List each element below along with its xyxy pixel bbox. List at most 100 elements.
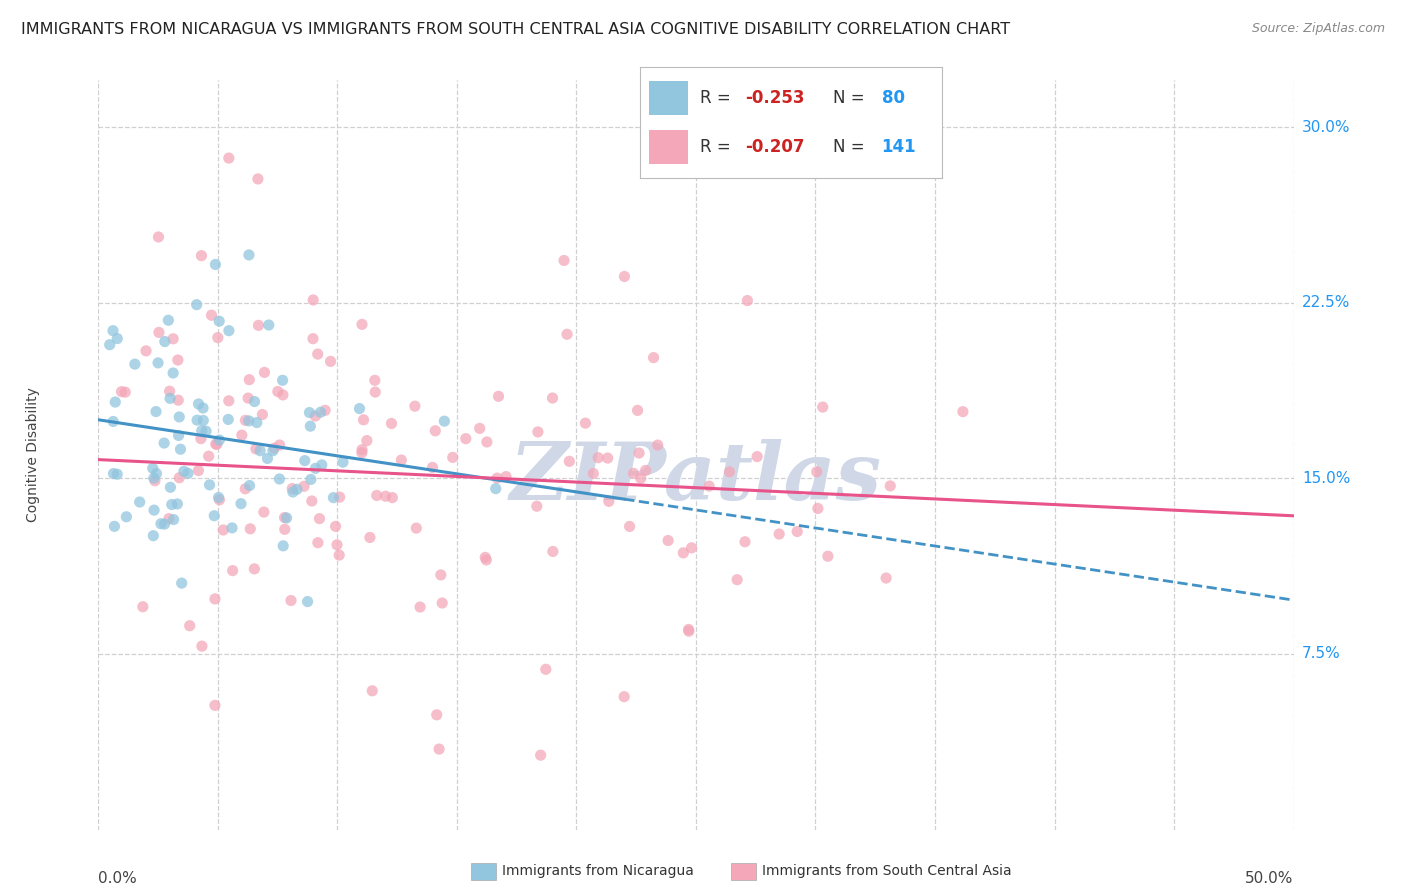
Point: [103, 519, 125, 533]
Point: [262, 443, 284, 458]
Point: [281, 482, 304, 496]
Point: [103, 415, 125, 429]
Point: [238, 373, 260, 387]
Point: [672, 546, 695, 560]
Point: [613, 269, 636, 284]
Point: [280, 593, 302, 607]
Point: [157, 313, 180, 327]
Point: [541, 391, 564, 405]
Point: [159, 392, 181, 406]
Text: N =: N =: [834, 89, 870, 107]
Point: [105, 467, 128, 482]
Point: [191, 424, 214, 438]
Point: [245, 442, 267, 456]
Text: 15.0%: 15.0%: [1302, 471, 1350, 486]
Point: [160, 498, 183, 512]
Point: [186, 298, 208, 312]
Point: [302, 293, 325, 307]
Point: [208, 314, 231, 328]
Point: [361, 683, 384, 698]
Point: [110, 384, 132, 399]
Point: [247, 318, 270, 333]
Text: 141: 141: [882, 138, 917, 156]
Point: [142, 461, 165, 475]
Point: [204, 591, 226, 606]
Point: [325, 519, 347, 533]
Point: [807, 501, 830, 516]
Point: [273, 510, 295, 524]
Point: [271, 388, 294, 402]
Point: [628, 446, 651, 460]
Point: [169, 442, 191, 457]
Point: [208, 433, 231, 447]
Text: 80: 80: [882, 89, 904, 107]
Point: [737, 293, 759, 308]
Point: [246, 172, 269, 186]
Point: [207, 331, 229, 345]
Point: [195, 424, 218, 438]
Point: [256, 451, 278, 466]
Text: 0.0%: 0.0%: [98, 871, 138, 886]
Point: [207, 491, 229, 505]
Point: [352, 442, 374, 457]
Point: [166, 497, 188, 511]
Point: [309, 405, 332, 419]
Point: [475, 434, 498, 449]
Point: [235, 413, 257, 427]
Point: [432, 596, 454, 610]
Point: [193, 413, 215, 427]
Text: R =: R =: [700, 89, 737, 107]
Point: [718, 465, 741, 479]
Point: [167, 353, 190, 368]
Point: [322, 491, 344, 505]
Point: [197, 449, 219, 463]
Point: [187, 397, 209, 411]
Point: [98, 337, 121, 351]
Point: [143, 474, 166, 488]
Point: [307, 535, 329, 549]
Point: [806, 465, 828, 479]
Point: [299, 419, 322, 434]
Point: [553, 253, 575, 268]
Point: [212, 523, 235, 537]
Point: [105, 332, 128, 346]
Point: [364, 373, 387, 387]
Point: [298, 406, 321, 420]
Point: [257, 318, 280, 332]
Point: [153, 334, 176, 349]
Point: [190, 249, 212, 263]
Point: [389, 453, 412, 467]
Text: N =: N =: [834, 138, 870, 156]
Point: [349, 401, 371, 416]
Point: [221, 564, 243, 578]
Point: [329, 490, 352, 504]
Point: [294, 453, 316, 467]
Point: [468, 421, 491, 435]
Text: -0.253: -0.253: [745, 89, 806, 107]
Point: [678, 623, 700, 637]
Text: 50.0%: 50.0%: [1246, 871, 1294, 886]
Point: [734, 534, 756, 549]
Point: [380, 417, 402, 431]
Point: [238, 248, 260, 262]
Point: [657, 533, 679, 548]
Point: [319, 354, 342, 368]
Point: [488, 389, 510, 403]
Point: [681, 541, 703, 555]
Point: [405, 521, 427, 535]
Point: [485, 482, 508, 496]
Point: [187, 464, 209, 478]
Point: [586, 450, 609, 465]
Point: [243, 394, 266, 409]
Point: [356, 434, 378, 448]
Point: [177, 467, 200, 481]
Point: [307, 347, 329, 361]
Text: 30.0%: 30.0%: [1302, 120, 1350, 135]
Point: [404, 399, 426, 413]
Point: [167, 428, 190, 442]
Text: Cognitive Disability: Cognitive Disability: [25, 387, 39, 523]
Point: [302, 332, 325, 346]
Point: [555, 327, 578, 342]
Point: [103, 467, 125, 481]
Point: [786, 524, 808, 539]
